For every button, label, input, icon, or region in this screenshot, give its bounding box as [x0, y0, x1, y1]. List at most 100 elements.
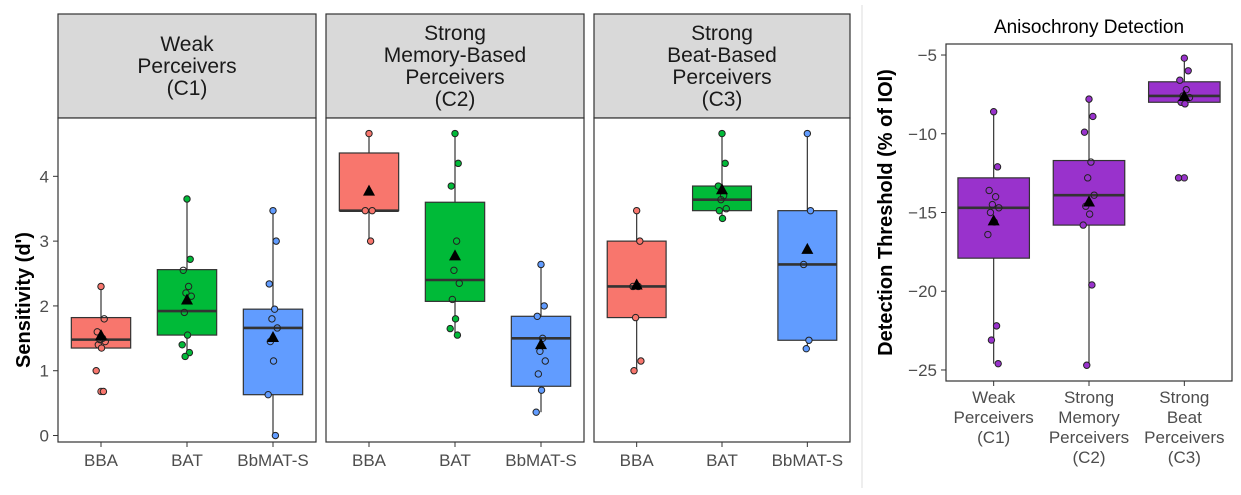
box-BbMAT-S	[242, 308, 304, 396]
data-point	[537, 386, 546, 394]
mean-marker	[1178, 89, 1191, 101]
data-point	[1089, 112, 1097, 121]
x-tick-label: Strong	[1159, 388, 1209, 407]
data-point	[264, 390, 272, 399]
data-point	[993, 163, 1002, 171]
data-point	[271, 431, 280, 440]
x-tick-label: BBA	[84, 451, 119, 470]
box-C2	[1052, 159, 1126, 226]
x-tick-label: BBA	[620, 451, 655, 470]
data-point	[715, 206, 724, 215]
data-point	[1182, 85, 1190, 94]
data-point	[718, 214, 727, 223]
x-tick-label: (C2)	[1072, 448, 1105, 467]
data-point	[451, 129, 459, 138]
data-point	[534, 370, 543, 378]
data-point	[1087, 158, 1095, 166]
facet-strip-label: Beat-Based	[667, 44, 777, 67]
y-tick-label: 4	[40, 167, 49, 186]
data-point	[537, 260, 545, 269]
facet-strip	[325, 13, 585, 119]
mean-marker	[716, 183, 728, 195]
x-tick-label: BbMAT-S	[772, 451, 843, 470]
data-point	[181, 352, 189, 361]
data-point	[1180, 54, 1189, 62]
y-tick-label: −10	[908, 125, 937, 144]
data-point	[1181, 100, 1189, 108]
data-point	[178, 341, 186, 349]
x-tick-label: Perceivers	[1144, 428, 1224, 447]
data-point	[453, 331, 462, 339]
x-tick-label: Perceivers	[1049, 428, 1129, 447]
data-point	[368, 206, 376, 215]
x-tick-label: (C3)	[1168, 448, 1201, 467]
data-point	[541, 357, 549, 365]
x-tick-label: Memory	[1058, 408, 1120, 427]
data-point	[273, 324, 281, 332]
y-tick-label: −5	[918, 46, 937, 65]
data-point	[1088, 281, 1096, 289]
data-point	[717, 195, 725, 204]
data-point	[269, 206, 277, 215]
x-tick-label: Beat	[1167, 408, 1202, 427]
x-tick-label: BBA	[352, 451, 387, 470]
data-point	[366, 237, 375, 245]
data-point	[183, 331, 192, 339]
data-point	[97, 344, 106, 352]
data-point	[1084, 174, 1092, 182]
data-point	[1080, 128, 1089, 136]
data-point	[268, 315, 276, 323]
data-point	[184, 282, 193, 291]
data-point	[1184, 67, 1192, 75]
data-point	[1090, 191, 1098, 199]
mean-marker	[535, 338, 547, 350]
data-point	[179, 266, 187, 274]
data-point	[183, 195, 191, 203]
mean-marker	[801, 242, 814, 254]
mean-marker	[1083, 195, 1095, 207]
data-point	[987, 336, 996, 344]
x-tick-label: BbMAT-S	[237, 451, 308, 470]
data-point	[92, 367, 100, 375]
data-point	[988, 200, 997, 209]
facet-strip	[593, 13, 851, 119]
data-point	[451, 315, 460, 323]
data-point	[721, 159, 729, 168]
data-point	[985, 186, 993, 195]
data-point	[1176, 76, 1184, 84]
box-BBA	[606, 240, 667, 319]
data-point	[637, 357, 645, 365]
data-point	[806, 206, 815, 215]
data-point	[99, 387, 108, 396]
data-point	[540, 302, 548, 310]
data-point	[186, 255, 194, 263]
mean-marker	[630, 278, 643, 290]
data-point	[1085, 210, 1094, 218]
data-point	[994, 359, 1002, 368]
data-point	[265, 280, 273, 288]
data-point	[454, 159, 462, 168]
anisochrony-panel: Anisochrony Detection−25−20−15−10−5WeakP…	[875, 17, 1233, 467]
facet-strip-label: Perceivers	[137, 55, 236, 78]
mean-marker	[181, 293, 193, 305]
facet-strip-label: (C3)	[702, 88, 743, 111]
data-point	[269, 357, 278, 365]
data-point	[533, 312, 541, 320]
data-point	[270, 305, 279, 313]
data-point	[447, 182, 455, 190]
data-point	[272, 237, 280, 245]
data-point	[97, 282, 105, 291]
x-tick-label: Perceivers	[954, 408, 1034, 427]
mean-marker	[987, 214, 1000, 226]
data-point	[802, 344, 810, 353]
facet-strip-label: (C1)	[167, 77, 208, 100]
facet-strip-label: Memory-Based	[384, 44, 526, 67]
data-point	[1174, 174, 1183, 182]
y-tick-label: −20	[908, 282, 937, 301]
y-axis-title: Detection Threshold (% of IOI)	[875, 69, 897, 356]
